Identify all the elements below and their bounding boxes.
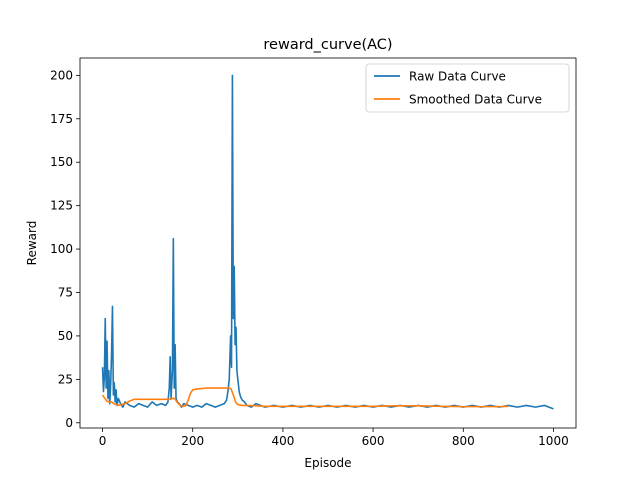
x-tick-label: 200: [181, 434, 204, 448]
y-tick-label: 150: [50, 155, 73, 169]
x-tick-label: 1000: [538, 434, 569, 448]
y-tick-label: 100: [50, 242, 73, 256]
x-axis-label: Episode: [304, 456, 351, 470]
legend: Raw Data Curve Smoothed Data Curve: [365, 63, 570, 113]
y-tick-label: 125: [50, 199, 73, 213]
y-tick-label: 50: [58, 329, 73, 343]
y-tick-label: 175: [50, 112, 73, 126]
series-line-smoothed: [101, 387, 509, 408]
x-tick-label: 0: [99, 434, 107, 448]
y-tick-label: 0: [65, 416, 73, 430]
legend-label: Raw Data Curve: [409, 70, 506, 84]
y-tick-label: 25: [58, 372, 73, 386]
series-lines: [101, 74, 554, 410]
x-tick-label: 400: [271, 434, 294, 448]
plot-frame: [79, 57, 577, 429]
y-axis: 0 25 50 75 100 125 150 175 200: [50, 68, 80, 430]
plot-area: [101, 74, 554, 410]
chart-title: reward_curve(AC): [263, 37, 392, 53]
y-tick-label: 200: [50, 68, 73, 82]
x-tick-label: 800: [452, 434, 475, 448]
y-tick-label: 75: [58, 286, 73, 300]
series-line-raw: [101, 74, 554, 410]
legend-box: [365, 63, 570, 113]
y-axis-label: Reward: [25, 221, 39, 266]
x-tick-label: 600: [362, 434, 385, 448]
legend-label: Smoothed Data Curve: [409, 93, 542, 107]
x-axis: 0 200 400 600 800 1000: [99, 428, 569, 448]
